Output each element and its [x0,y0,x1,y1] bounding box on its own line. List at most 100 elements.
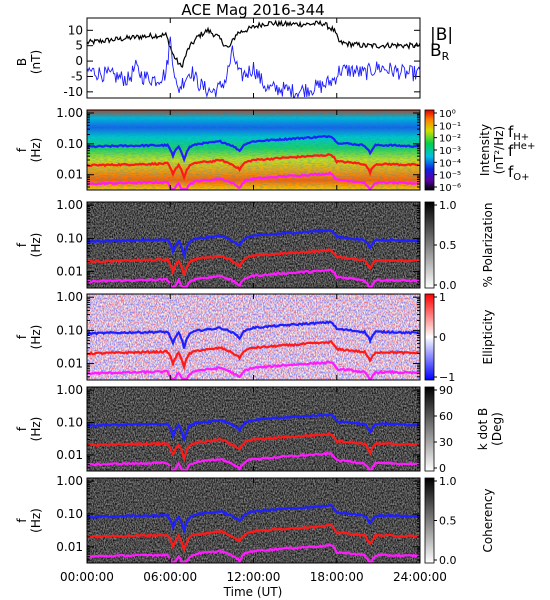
x-axis: 00:00:00 06:00:00 12:00:00 18:00:00 24:00:00… [60,570,447,599]
colorbar-label: Intensity [478,124,492,176]
y-tick-label: 0 [75,54,83,68]
f-he-line [86,248,420,276]
y-tick-label: 0.10 [56,137,83,151]
legend-b-total: |B| [430,25,453,45]
y-axis-label: B [15,58,29,66]
colorbar-tick-label: 0.5 [439,239,457,252]
x-tick-label: 06:00:00 [143,570,197,584]
y-axis-label: f [15,147,29,152]
y-tick-label: -5 [71,69,83,83]
colorbar-label: (Deg) [490,412,504,446]
y-tick-label: 0.10 [56,416,83,430]
f-he-line [86,152,420,181]
colorbar-label: k dot B [476,408,490,450]
y-tick-label: 0.01 [56,540,83,554]
series-b-r-line [86,36,421,99]
y-tick-label: 0.10 [56,323,83,337]
colorbar-tick-label: 30 [439,436,453,449]
colorbar [424,109,435,191]
coherency-panel: 1.00 0.10 0.01 f (Hz) 1.0 0.5 0.0 Coherency [15,474,495,567]
y-axis-label: f [15,426,29,431]
colorbar [424,386,435,472]
f-h-line [87,320,419,349]
y-tick-label: 1.00 [56,198,83,212]
colorbar-tick-label: 10⁻³ [439,146,461,157]
f-o-line [86,451,420,472]
legend-f-he: fHe+ [508,141,535,160]
series-b-total-line [86,19,421,68]
b-field-panel: 10 50-5 -10 B (nT) |B|BR [15,17,453,99]
colorbar-tick-label: 0.0 [439,554,457,567]
y-axis-label: f [15,518,29,523]
y-axis-unit: (nT) [29,50,43,74]
f-o-line [87,543,419,564]
f-h-line [86,503,420,535]
f-h-line [87,134,419,163]
kdotb-panel: 1.00 0.10 0.01 f (Hz) 90 60 30 0 k dot B (Deg) [15,383,504,475]
legend-b-r: BR [430,41,450,63]
polarization-panel: 1.00 0.10 0.01 f (Hz) 1.0 0.5 0.0 % Polarization [15,198,495,292]
f-h-line [86,412,419,441]
y-axis-unit: (Hz) [29,325,43,350]
colorbar-tick-label: 0.5 [439,515,457,528]
y-axis-unit: (Hz) [29,138,43,163]
colorbar-tick-label: 10⁰ [439,109,456,120]
x-tick-label: 12:00:00 [227,570,281,584]
heatmap-texture [87,202,420,288]
colorbar-tick-label: 60 [439,410,453,423]
y-tick-label: 0.01 [56,357,83,371]
colorbar-tick-label: 10⁻⁶ [439,183,461,194]
y-axis-unit: (Hz) [29,417,43,442]
f-h-line [86,228,420,260]
colorbar-tick-label: 1 [439,291,446,304]
legend-f-o: fO+ [508,163,530,183]
y-axis-label: f [15,242,29,247]
heatmap-texture [87,478,420,563]
colorbar-tick-label: 10⁻² [439,134,461,145]
y-tick-label: 0.01 [56,448,83,462]
y-tick-label: 10 [68,23,83,37]
x-tick-label: 00:00:00 [60,570,114,584]
heatmap-texture [87,387,420,471]
panel-frame [86,17,421,99]
y-axis-unit: (Hz) [29,233,43,258]
y-axis-unit: (Hz) [29,508,43,533]
y-tick-label: 0.01 [56,168,83,182]
colorbar [424,293,435,381]
y-tick-label: 1.00 [56,383,83,397]
colorbar-label: % Polarization [481,203,495,288]
colorbar-tick-label: 0 [439,331,446,344]
colorbar-tick-label: 0.0 [439,279,457,292]
ellipticity-panel: 1.00 0.10 0.01 f (Hz) 1 0 −1 Ellipticity [15,290,495,384]
y-tick-label: 0.01 [56,265,83,279]
f-o-line [86,360,420,381]
colorbar-tick-label: 10⁻⁴ [439,158,461,169]
f-o-line [86,170,419,191]
colorbar-tick-label: 90 [439,384,453,397]
f-he-line [86,340,419,371]
f-he-line [86,432,419,463]
colorbar-label: (nT²/Hz) [492,126,506,174]
colorbar-label: Ellipticity [481,310,495,365]
y-tick-label: 5 [75,39,83,53]
colorbar-tick-label: 10⁻¹ [439,121,461,132]
y-tick-label: 0.10 [56,507,83,521]
y-tick-label: 1.00 [56,106,83,120]
colorbar [424,201,435,289]
colorbar-tick-label: 1.0 [439,475,457,488]
colorbar-tick-label: 1.0 [439,199,457,212]
y-tick-label: -10 [63,85,83,99]
colorbar-tick-label: 10⁻⁵ [439,171,461,182]
colorbar [424,477,435,564]
x-tick-label: 24:00:00 [393,570,447,584]
x-tick-label: 18:00:00 [310,570,364,584]
f-he-line [86,523,419,553]
y-tick-label: 1.00 [56,474,83,488]
colorbar-tick-label: −1 [439,371,455,384]
x-axis-label: Time (UT) [223,585,283,599]
colorbar-tick-label: 0 [439,462,446,475]
f-o-line [87,268,420,289]
